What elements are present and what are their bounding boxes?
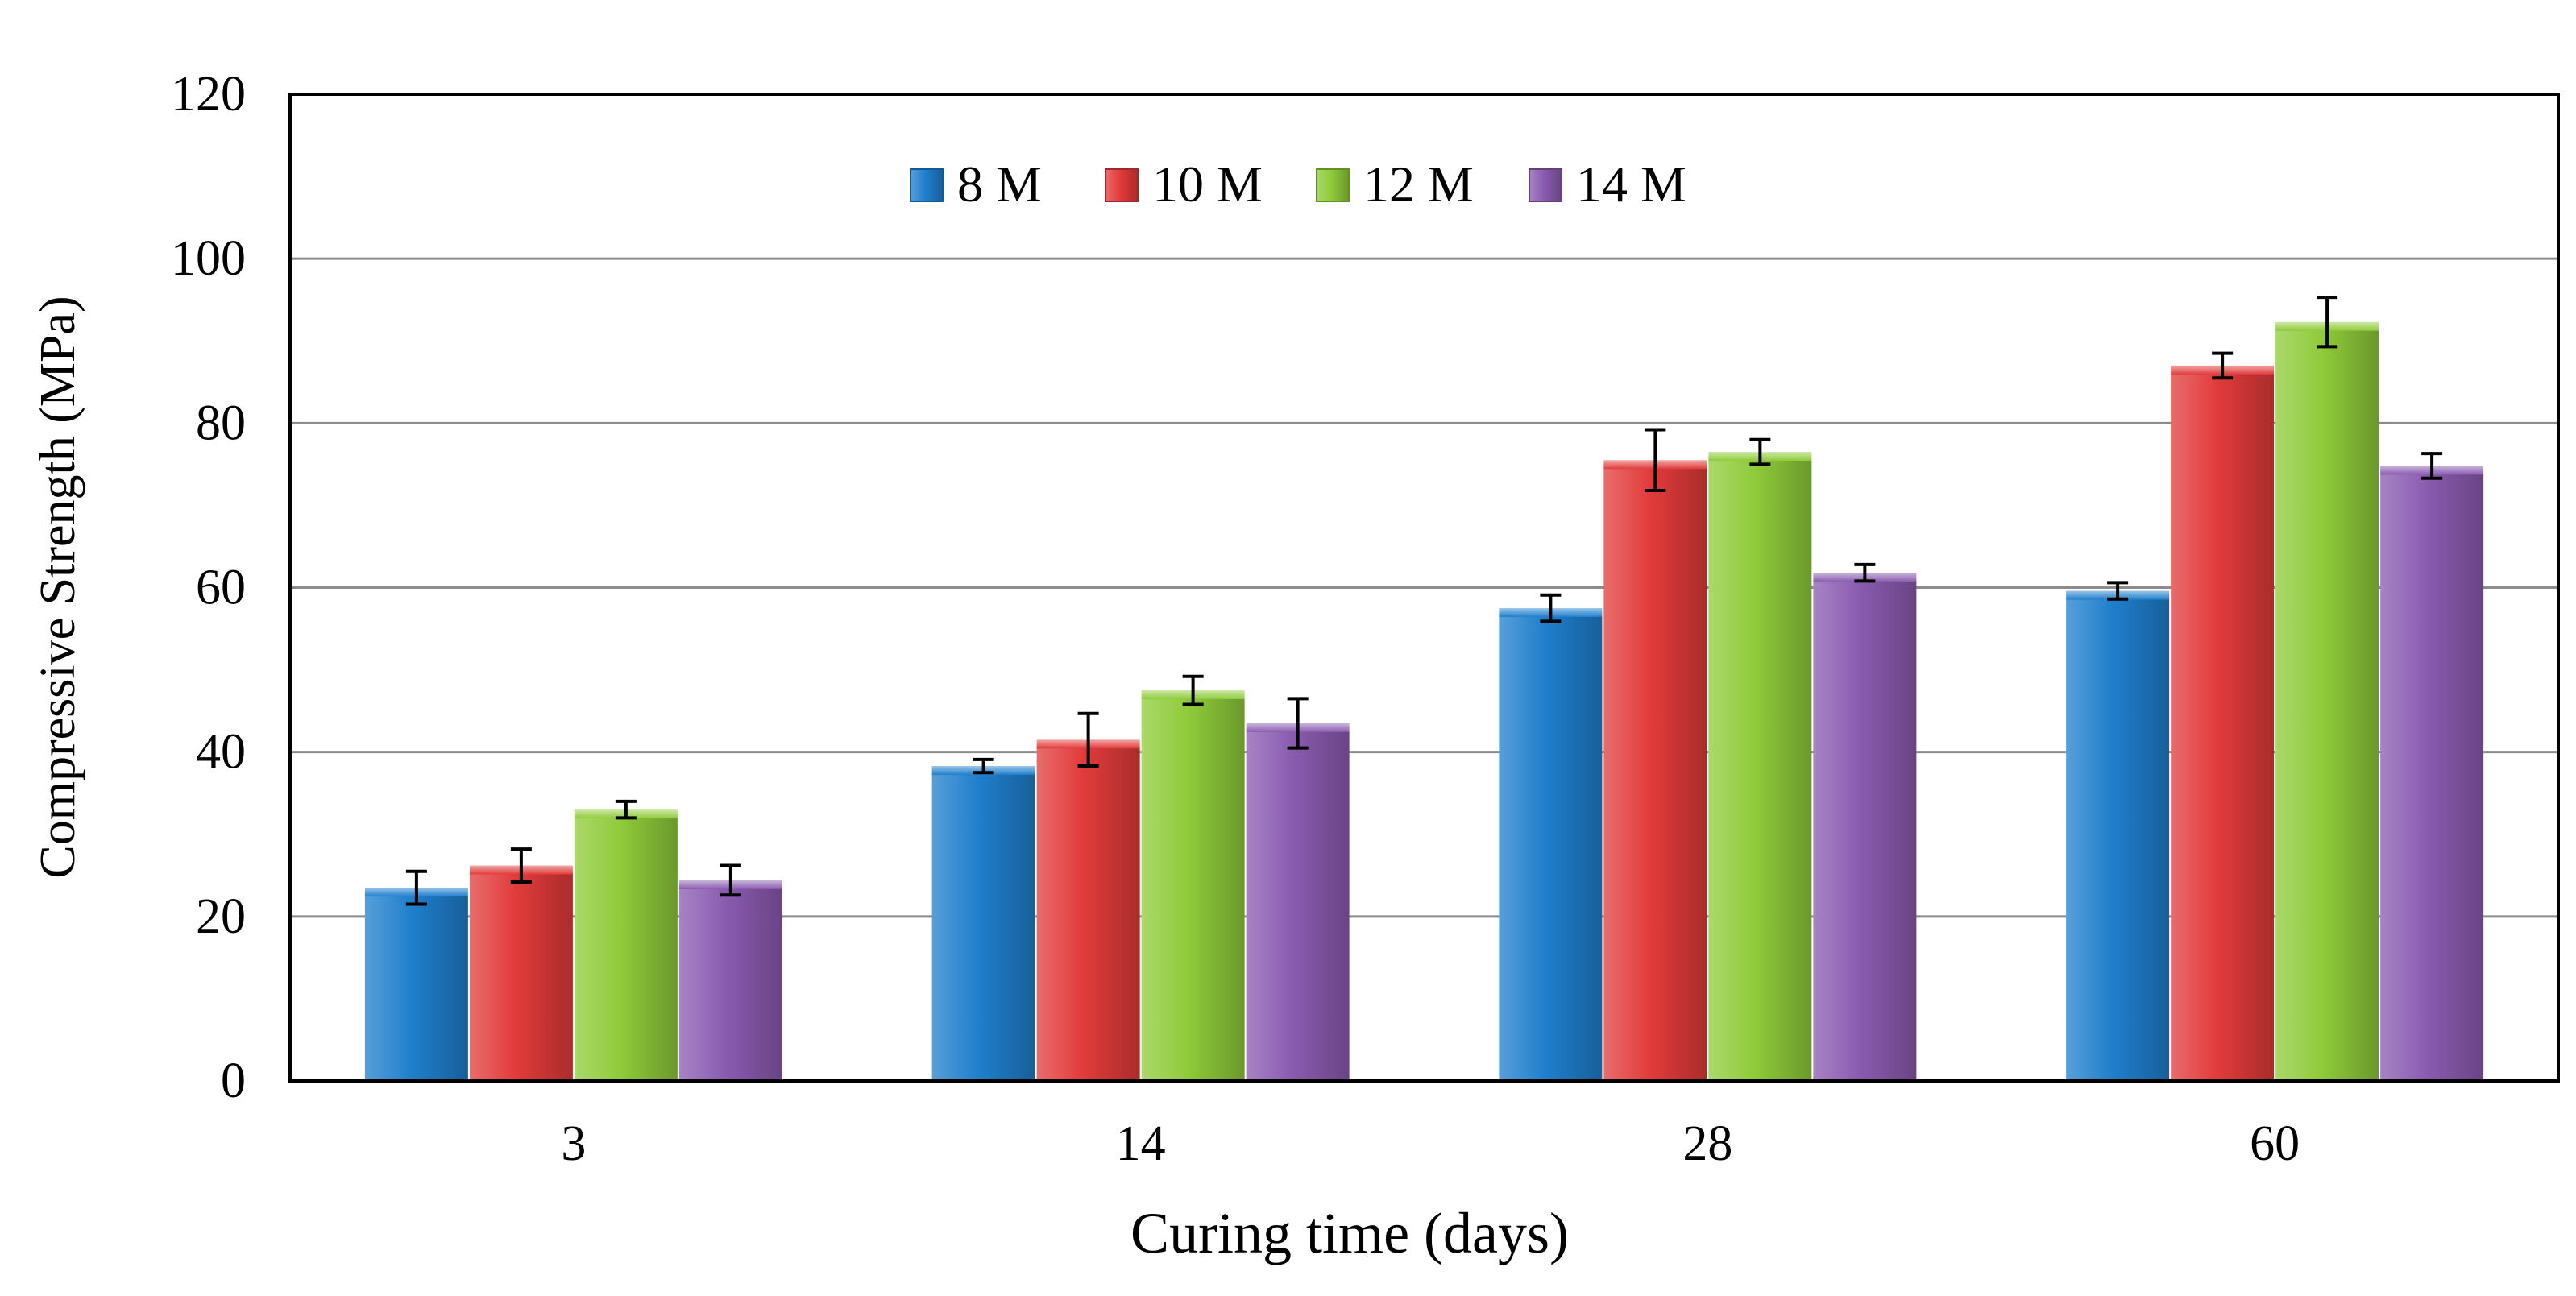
bars	[364, 321, 2484, 1081]
legend-label: 8 M	[957, 155, 1042, 213]
y-tick-label: 120	[171, 67, 246, 122]
bar	[574, 818, 678, 1081]
bar	[1499, 616, 1603, 1081]
y-tick-label: 20	[196, 889, 246, 944]
y-tick-label: 0	[221, 1054, 246, 1108]
bar	[2275, 329, 2379, 1081]
bar	[1036, 747, 1140, 1081]
bar	[469, 873, 573, 1081]
legend-label: 10 M	[1152, 155, 1263, 213]
x-axis-ticks: 3 14 28 60	[561, 1116, 2300, 1171]
x-tick-label: 3	[561, 1116, 586, 1171]
bar	[2380, 474, 2484, 1081]
y-tick-label: 40	[196, 725, 246, 780]
bar	[1246, 731, 1350, 1081]
bar	[1813, 581, 1917, 1081]
y-tick-label: 100	[171, 231, 246, 286]
legend-swatch	[1316, 168, 1350, 202]
bar	[931, 774, 1035, 1081]
error-bars	[405, 296, 2443, 906]
legend-label: 12 M	[1363, 155, 1474, 213]
legend-swatch	[1105, 168, 1139, 202]
bar	[1141, 698, 1245, 1081]
bar	[2066, 598, 2170, 1081]
legend-label: 14 M	[1576, 155, 1686, 213]
bar	[678, 888, 782, 1081]
y-tick-label: 60	[196, 561, 246, 615]
bar	[1603, 468, 1707, 1081]
plot-area-frame	[288, 93, 2560, 1083]
legend-swatch	[910, 168, 944, 202]
y-axis-label: Compressive Strength (MPa)	[31, 296, 85, 878]
bar	[2171, 373, 2275, 1081]
bar	[364, 896, 468, 1081]
y-tick-label: 80	[196, 395, 246, 450]
x-tick-label: 14	[1116, 1116, 1166, 1171]
legend-swatch	[1529, 168, 1562, 202]
x-tick-label: 60	[2250, 1116, 2300, 1171]
bar	[1708, 460, 1812, 1081]
legend: 8 M 10 M 12 M 14 M	[910, 155, 1686, 213]
y-axis-ticks: 0 20 40 60 80 100 120	[171, 67, 246, 1108]
x-tick-label: 28	[1682, 1116, 1732, 1171]
x-axis-label: Curing time (days)	[1130, 1201, 1569, 1265]
